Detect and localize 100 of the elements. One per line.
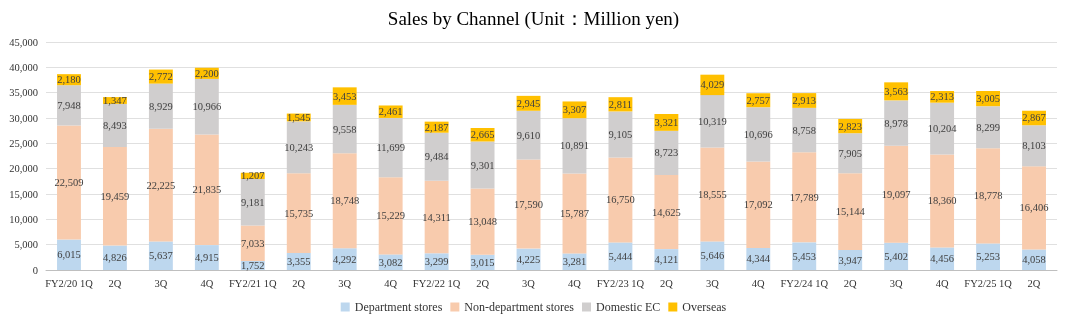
bar <box>1022 125 1046 167</box>
data-label: 3,082 <box>378 256 403 268</box>
data-label: 22,225 <box>146 179 176 191</box>
data-label: 4,292 <box>332 253 357 265</box>
data-label: 8,929 <box>149 100 173 112</box>
data-label: 9,484 <box>424 151 450 163</box>
bar <box>332 153 357 249</box>
bar <box>470 141 495 189</box>
x-tick-label: 4Q <box>200 278 214 289</box>
bar <box>57 125 81 240</box>
y-tick-label: 35,000 <box>9 87 38 99</box>
bar <box>746 107 771 162</box>
data-label: 16,406 <box>1019 202 1049 214</box>
x-tick-label: 4Q <box>935 278 949 289</box>
data-label: 4,029 <box>700 79 725 91</box>
y-tick-label: 20,000 <box>9 163 38 175</box>
x-tick-label: 3Q <box>154 278 168 289</box>
data-label: 10,204 <box>927 123 958 135</box>
data-label: 3,281 <box>562 256 587 268</box>
data-label: 3,947 <box>838 254 863 266</box>
data-label: 10,891 <box>560 140 589 152</box>
data-label: 10,966 <box>192 101 222 113</box>
data-label: 4,344 <box>746 253 771 265</box>
data-label: 21,835 <box>192 184 222 196</box>
legend-label: Overseas <box>682 300 727 314</box>
data-label: 11,699 <box>376 142 405 154</box>
data-label: 14,625 <box>651 206 681 218</box>
y-tick-label: 30,000 <box>9 112 38 124</box>
data-label: 7,948 <box>57 99 81 111</box>
bar <box>792 107 817 153</box>
x-tick-label: FY2/23 1Q <box>596 278 645 289</box>
data-label: 3,307 <box>562 104 587 116</box>
x-tick-label: 4Q <box>751 278 766 289</box>
bar <box>700 147 725 242</box>
data-label: 17,590 <box>514 198 543 210</box>
bar <box>424 132 449 181</box>
bar <box>930 102 955 155</box>
bar <box>654 175 679 250</box>
bar <box>792 152 817 243</box>
x-tick-label: FY2/25 1Q <box>964 278 1013 289</box>
bar <box>378 177 403 255</box>
data-label: 4,456 <box>930 253 954 265</box>
data-label: 2,180 <box>57 74 81 86</box>
bar <box>286 173 311 253</box>
data-label: 9,558 <box>332 123 357 135</box>
y-tick-label: 40,000 <box>9 61 38 73</box>
data-label: 9,610 <box>516 129 541 141</box>
x-tick-label: 4Q <box>384 278 398 289</box>
bar <box>884 100 909 146</box>
x-tick-label: 4Q <box>568 278 582 289</box>
y-tick-label: 10,000 <box>9 213 38 225</box>
data-label: 1,347 <box>103 95 127 107</box>
chart-title: Sales by Channel (Unit：Million yen) <box>387 8 680 30</box>
bar <box>976 148 1001 244</box>
data-label: 2,313 <box>930 91 954 103</box>
data-label: 17,092 <box>743 199 773 211</box>
data-label: 2,757 <box>746 94 771 106</box>
bar <box>148 128 173 242</box>
data-label: 18,555 <box>697 188 727 200</box>
data-label: 2,461 <box>378 106 403 118</box>
bar <box>102 146 127 246</box>
data-label: 8,299 <box>976 121 1000 133</box>
bar <box>838 173 863 250</box>
data-label: 13,048 <box>468 216 498 228</box>
data-label: 3,321 <box>654 116 679 128</box>
x-tick-label: 2Q <box>476 278 490 289</box>
data-label: 5,253 <box>976 251 1000 263</box>
data-label: 15,144 <box>835 206 866 218</box>
data-label: 2,867 <box>1022 112 1046 124</box>
data-label: 4,915 <box>195 252 219 264</box>
data-label: 18,748 <box>330 195 360 207</box>
data-label: 19,459 <box>100 190 130 202</box>
data-label: 2,665 <box>470 129 495 141</box>
bar <box>516 159 541 249</box>
data-label: 4,058 <box>1022 254 1046 266</box>
bar <box>562 173 587 254</box>
bar <box>332 104 357 154</box>
data-label: 8,758 <box>792 124 817 136</box>
data-label: 10,243 <box>284 141 314 153</box>
data-label: 4,826 <box>103 252 127 264</box>
bar <box>194 78 219 135</box>
data-label: 3,453 <box>332 90 357 102</box>
x-tick-label: 2Q <box>292 278 306 289</box>
data-label: 1,545 <box>286 111 311 123</box>
bar <box>884 145 909 243</box>
bar <box>1022 166 1046 250</box>
data-label: 8,103 <box>1022 140 1046 152</box>
x-tick-label: 2Q <box>108 278 122 289</box>
data-label: 10,696 <box>743 128 773 140</box>
bar <box>424 180 449 254</box>
data-label: 2,823 <box>838 120 863 132</box>
bar <box>930 154 955 248</box>
x-tick-label: 3Q <box>889 278 903 289</box>
data-label: 8,493 <box>103 119 127 131</box>
bar <box>608 157 633 243</box>
y-tick-label: 0 <box>32 264 38 276</box>
data-label: 7,033 <box>240 237 265 249</box>
x-tick-label: FY2/24 1Q <box>780 278 829 289</box>
bar <box>746 161 771 248</box>
x-tick-label: FY2/22 1Q <box>412 278 461 289</box>
